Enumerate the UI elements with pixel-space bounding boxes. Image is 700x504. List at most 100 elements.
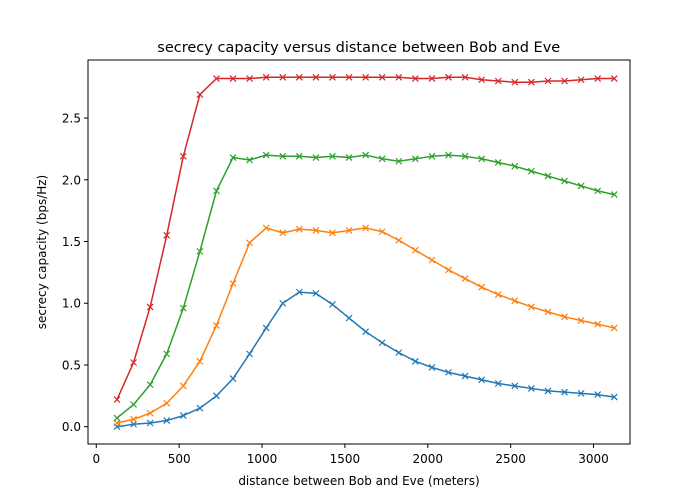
series-3-point [577, 182, 585, 190]
series-1-line [116, 291, 615, 428]
series-3-point [428, 152, 436, 160]
series-4-point [262, 73, 270, 81]
x-tick-label: 2500 [495, 452, 526, 466]
series-4-point [113, 396, 121, 403]
series-3-point [196, 247, 204, 255]
series-1-point [345, 314, 353, 322]
x-axis-ticks: 0 500 1000 1500 2000 2500 3000 [92, 444, 609, 466]
series-4-point [329, 73, 336, 81]
series-1-point [428, 364, 436, 371]
series-3-point [345, 154, 353, 161]
series-2-point [345, 226, 353, 234]
series-2-point [594, 320, 602, 328]
series-1-point [395, 349, 403, 357]
y-tick-label: 1.5 [62, 235, 81, 249]
series-4-line [116, 76, 615, 400]
series-2-point [461, 275, 469, 282]
series-2-point [411, 246, 419, 254]
series-3-point [295, 152, 303, 160]
series-2-point [577, 317, 585, 324]
series-3-point [113, 414, 121, 422]
series-4-point [395, 73, 403, 81]
series-1-point [229, 375, 237, 382]
x-tick-label: 2000 [413, 452, 444, 466]
series-1-point [196, 404, 204, 412]
series-3-point [146, 381, 154, 389]
series-4-point [511, 78, 519, 86]
series-4-point [544, 77, 552, 85]
series-1-point [362, 328, 370, 336]
y-tick-label: 1.0 [62, 297, 81, 311]
series-4-point [594, 75, 602, 82]
series-3-point [312, 154, 320, 161]
chart-title: secrecy capacity versus distance between… [157, 40, 560, 56]
series-2-point [113, 419, 121, 427]
series-1-point [594, 391, 602, 399]
series-4-point [213, 75, 220, 82]
series-2-line [116, 227, 615, 424]
series-3-point [411, 155, 419, 163]
series-4-point [445, 73, 452, 81]
series-3-point [279, 152, 287, 160]
y-axis-ticks: 0.0 0.5 1.0 1.5 2.0 2.5 [62, 112, 88, 434]
series-4-point [295, 73, 303, 81]
series-3-line [116, 154, 615, 419]
series-4-point [163, 231, 171, 239]
series-3-point [478, 155, 486, 163]
series-2-point [229, 280, 237, 287]
series-3-point [179, 304, 187, 312]
series-2-point [262, 224, 270, 232]
y-tick-label: 0.0 [62, 420, 81, 434]
series-2-point [213, 322, 220, 329]
series-1-point [411, 357, 419, 365]
series-2-point [378, 228, 386, 236]
y-tick-label: 2.5 [62, 112, 81, 126]
series-2-point [130, 415, 138, 423]
series-4-point [229, 75, 237, 82]
series-2-point [428, 256, 436, 264]
x-axis-label: distance between Bob and Eve (meters) [238, 474, 479, 488]
series-1-point [561, 388, 568, 396]
series-1-point [445, 368, 452, 376]
series-3-point [329, 152, 336, 160]
series-4-point [577, 76, 585, 84]
series-1-point [478, 376, 486, 384]
series-3-point [163, 350, 171, 358]
series-3-point [229, 154, 237, 161]
series-3-point [561, 177, 568, 185]
series-1-point [179, 412, 187, 420]
series-4-point [561, 77, 568, 85]
plot-area-frame [87, 59, 631, 445]
series-2-point [445, 266, 452, 274]
series-1-point [246, 350, 254, 358]
x-tick-label: 1500 [330, 452, 361, 466]
x-tick-label: 0 [92, 452, 100, 466]
series-3-point [362, 151, 370, 159]
series-1-point [279, 299, 287, 307]
series-3 [113, 151, 618, 422]
series-4-point [345, 73, 353, 81]
series-4-point [279, 73, 287, 81]
series-2-point [146, 409, 154, 417]
series-2-point [511, 297, 519, 305]
series-3-point [213, 187, 220, 195]
series-3-point [511, 162, 519, 170]
series-1-point [329, 301, 336, 308]
series-2 [113, 224, 618, 427]
series-4-point [130, 359, 138, 366]
series-4-point [146, 303, 154, 311]
series-1-point [378, 339, 386, 347]
series-2-point [395, 236, 403, 244]
series-1 [113, 288, 618, 431]
series-4-point [428, 75, 436, 82]
series-3-point [527, 167, 535, 175]
series-3-point [262, 151, 270, 159]
series-2-point [494, 291, 502, 299]
series-2-point [279, 229, 287, 237]
series-3-point [246, 156, 254, 164]
series-1-point [461, 372, 469, 380]
series-2-point [246, 239, 254, 247]
series-3-point [395, 157, 403, 165]
